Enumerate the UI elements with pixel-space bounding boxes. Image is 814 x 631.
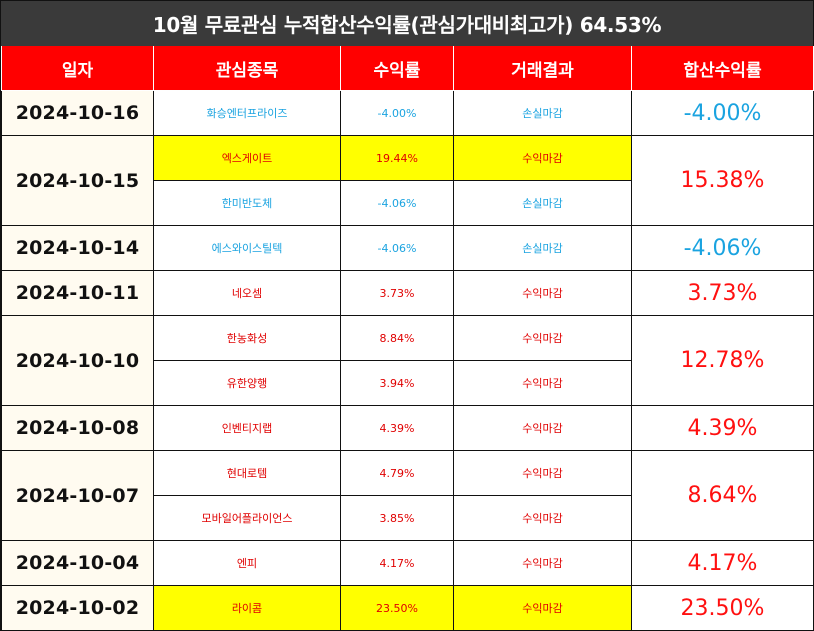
table-row: 2024-10-04 엔피 4.17% 수익마감 4.17%	[1, 540, 814, 586]
table-row: 2024-10-16 화승엔터프라이즈 -4.00% 손실마감 -4.00%	[1, 90, 814, 136]
rate-cell: 4.79%	[340, 450, 454, 496]
stock-name-cell: 현대로템	[153, 450, 341, 496]
rate-cell: 4.17%	[340, 540, 454, 586]
date-cell: 2024-10-07	[1, 450, 154, 541]
result-cell: 수익마감	[453, 585, 632, 631]
date-cell: 2024-10-16	[1, 90, 154, 136]
table-row: 한미반도체 -4.06% 손실마감	[2, 180, 814, 226]
date-cell: 2024-10-11	[1, 270, 154, 316]
total-return-cell: 15.38%	[631, 135, 814, 226]
date-cell: 2024-10-04	[1, 540, 154, 586]
result-cell: 수익마감	[453, 450, 632, 496]
date-cell: 2024-10-15	[1, 135, 154, 226]
rate-cell: 4.39%	[340, 405, 454, 451]
stock-name-cell: 라이콤	[153, 585, 341, 631]
table-row: 2024-10-07 현대로템 4.79% 수익마감 8.64%	[1, 450, 814, 541]
date-cell: 2024-10-02	[1, 585, 154, 631]
table-row: 2024-10-14 에스와이스틸텍 -4.06% 손실마감 -4.06%	[1, 225, 814, 271]
rate-cell: 3.94%	[340, 360, 454, 406]
result-cell: 손실마감	[453, 180, 632, 226]
total-return-cell: 3.73%	[631, 270, 814, 316]
rate-cell: -4.00%	[340, 90, 454, 136]
stock-name-cell: 모바일어플라이언스	[153, 495, 341, 541]
table-row: 2024-10-10 한농화성 8.84% 수익마감 12.78%	[1, 315, 814, 406]
rate-cell: 23.50%	[340, 585, 454, 631]
result-cell: 손실마감	[453, 90, 632, 136]
header-date: 일자	[1, 46, 154, 91]
table-row: 모바일어플라이언스 3.85% 수익마감	[2, 495, 814, 541]
result-cell: 수익마감	[453, 135, 632, 181]
header-total: 합산수익률	[631, 46, 814, 91]
header-result: 거래결과	[453, 46, 632, 91]
rate-cell: 19.44%	[340, 135, 454, 181]
stock-name-cell: 유한양행	[153, 360, 341, 406]
result-cell: 수익마감	[453, 270, 632, 316]
stock-name-cell: 한농화성	[153, 315, 341, 361]
total-return-cell: 23.50%	[631, 585, 814, 631]
results-table: 일자 관심종목 수익률 거래결과 합산수익률 2024-10-16 화승엔터프라이…	[1, 46, 814, 631]
stock-name-cell: 네오셈	[153, 270, 341, 316]
stock-name-cell: 화승엔터프라이즈	[153, 90, 341, 136]
date-cell: 2024-10-14	[1, 225, 154, 271]
table-body: 2024-10-16 화승엔터프라이즈 -4.00% 손실마감 -4.00% 2024-1…	[1, 90, 814, 631]
result-cell: 수익마감	[453, 405, 632, 451]
total-return-cell: 4.17%	[631, 540, 814, 586]
rate-cell: 3.73%	[340, 270, 454, 316]
stock-name-cell: 엑스게이트	[153, 135, 341, 181]
rate-cell: 3.85%	[340, 495, 454, 541]
rate-cell: -4.06%	[340, 180, 454, 226]
table-row: 유한양행 3.94% 수익마감	[2, 360, 814, 406]
total-return-cell: -4.06%	[631, 225, 814, 271]
table-row: 2024-10-02 라이콤 23.50% 수익마감 23.50%	[1, 585, 814, 631]
total-return-cell: 8.64%	[631, 450, 814, 541]
total-return-cell: -4.00%	[631, 90, 814, 136]
stock-name-cell: 인벤티지랩	[153, 405, 341, 451]
table-row: 2024-10-11 네오셈 3.73% 수익마감 3.73%	[1, 270, 814, 316]
total-return-cell: 4.39%	[631, 405, 814, 451]
page-title: 10월 무료관심 누적합산수익률(관심가대비최고가) 64.53%	[1, 1, 813, 46]
result-cell: 수익마감	[453, 495, 632, 541]
stock-name-cell: 한미반도체	[153, 180, 341, 226]
header-stock: 관심종목	[153, 46, 341, 91]
stock-name-cell: 엔피	[153, 540, 341, 586]
result-cell: 손실마감	[453, 225, 632, 271]
result-cell: 수익마감	[453, 315, 632, 361]
rate-cell: -4.06%	[340, 225, 454, 271]
date-cell: 2024-10-10	[1, 315, 154, 406]
total-return-cell: 12.78%	[631, 315, 814, 406]
table-row: 2024-10-15 엑스게이트 19.44% 수익마감 15.38%	[1, 135, 814, 226]
stock-name-cell: 에스와이스틸텍	[153, 225, 341, 271]
header-rate: 수익률	[340, 46, 454, 91]
table-header: 일자 관심종목 수익률 거래결과 합산수익률	[1, 46, 814, 91]
date-cell: 2024-10-08	[1, 405, 154, 451]
table-row: 2024-10-08 인벤티지랩 4.39% 수익마감 4.39%	[1, 405, 814, 451]
result-cell: 수익마감	[453, 540, 632, 586]
result-cell: 수익마감	[453, 360, 632, 406]
rate-cell: 8.84%	[340, 315, 454, 361]
